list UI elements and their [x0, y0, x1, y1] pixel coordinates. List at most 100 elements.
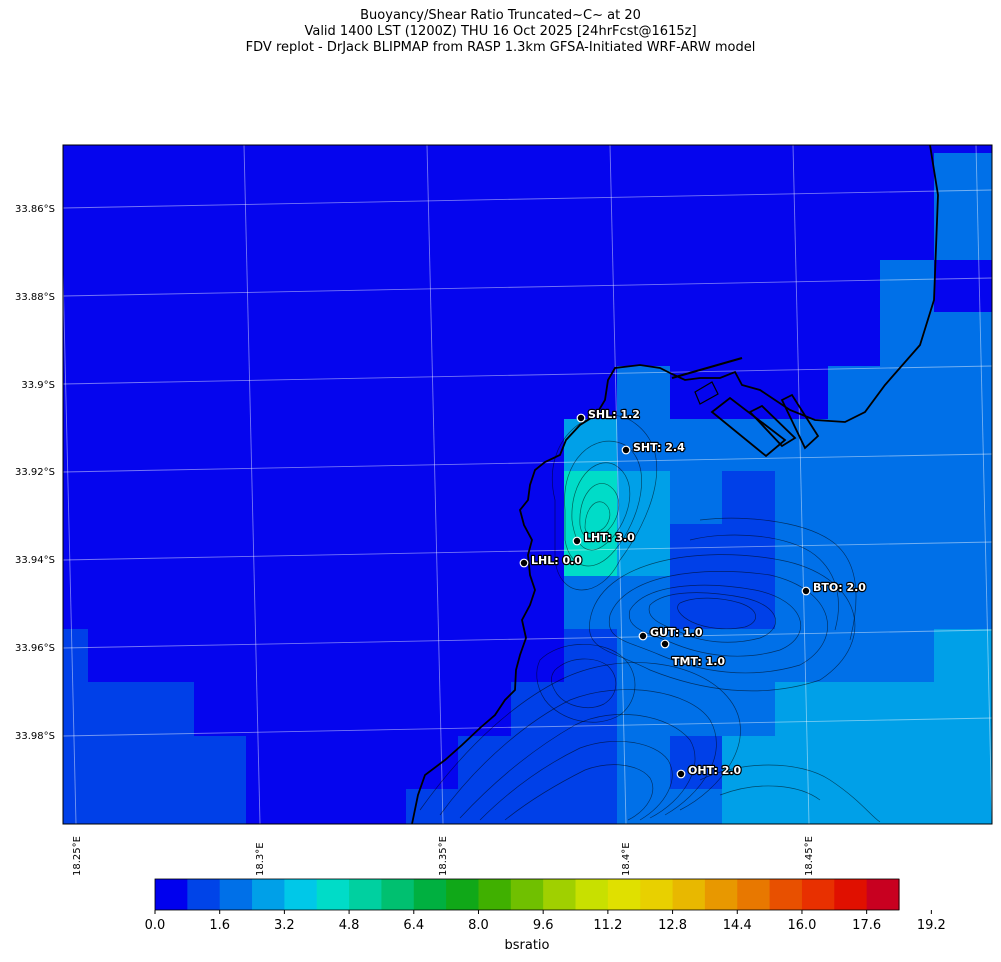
colorbar-swatch — [575, 879, 609, 910]
station-label-oht: OHT: 2.0 — [688, 764, 742, 777]
lat-label: 33.86°S — [15, 204, 55, 215]
colorbar-swatch — [316, 879, 350, 910]
field-cell — [406, 789, 564, 824]
colorbar-swatch — [640, 879, 674, 910]
lon-label: 18.35°E — [438, 836, 449, 876]
breakwater — [671, 356, 743, 380]
colorbar-swatch — [187, 879, 221, 910]
model-info-line: FDV replot - DrJack BLIPMAP from RASP 1.… — [245, 40, 756, 55]
colorbar-label: bsratio — [505, 938, 550, 953]
field-cell — [775, 682, 992, 736]
station-marker-lhl[interactable] — [519, 558, 529, 568]
colorbar-swatch — [769, 879, 803, 910]
field-cell — [617, 629, 722, 682]
map-frame — [62, 144, 993, 825]
colorbar-tick-label: 8.0 — [468, 918, 489, 933]
lon-line — [975, 145, 992, 824]
field-cell — [564, 736, 617, 824]
valid-time-line: Valid 1400 LST (1200Z) THU 16 Oct 2025 [… — [304, 24, 697, 39]
lat-label: 33.96°S — [15, 643, 55, 654]
terrain-contours — [419, 414, 881, 823]
colorbar-swatch — [478, 879, 512, 910]
colorbar-swatch — [607, 879, 641, 910]
colorbar-frame — [154, 878, 900, 911]
station-marker-sht[interactable] — [621, 445, 631, 455]
field-cell — [670, 524, 722, 629]
field-cell — [934, 312, 992, 366]
lon-line — [426, 145, 444, 824]
field-cell — [63, 629, 88, 682]
colorbar-swatch — [510, 879, 544, 910]
lat-line — [63, 541, 992, 561]
harbour-basin — [748, 404, 797, 448]
field-cell — [880, 260, 934, 366]
lon-line — [792, 145, 810, 824]
station-label-bto: BTO: 2.0 — [813, 581, 866, 594]
station-label-gut: GUT: 1.0 — [650, 626, 703, 639]
lat-line — [63, 717, 992, 737]
lon-line — [609, 145, 627, 824]
coastline — [411, 145, 939, 824]
colorbar-tick-label: 11.2 — [593, 918, 622, 933]
field-cell — [511, 682, 617, 736]
colorbar-swatch — [349, 879, 383, 910]
lon-label: 18.25°E — [72, 836, 83, 876]
colorbar-tick-label: 17.6 — [852, 918, 881, 933]
lon-line — [243, 145, 261, 824]
lon-label: 18.3°E — [255, 842, 266, 876]
field-cell — [63, 736, 246, 824]
colorbar-tick-label: 4.8 — [339, 918, 360, 933]
colorbar — [155, 879, 900, 910]
station-label-lhl: LHL: 0.0 — [531, 554, 582, 567]
colorbar-swatch — [446, 879, 480, 910]
field-cell — [458, 736, 564, 789]
lat-label: 33.94°S — [15, 555, 55, 566]
lon-label: 18.4°E — [621, 842, 632, 876]
latitude-labels: 33.86°S 33.88°S 33.9°S 33.92°S 33.94°S 3… — [15, 204, 55, 742]
station-marker-shl[interactable] — [576, 413, 586, 423]
lat-label: 33.98°S — [15, 731, 55, 742]
graticule — [63, 145, 992, 824]
field-cell — [564, 419, 617, 471]
field-cell — [63, 682, 194, 736]
field-cell — [722, 736, 992, 824]
lat-line — [63, 365, 992, 385]
colorbar-swatch — [866, 879, 900, 910]
field-cell — [617, 471, 670, 576]
colorbar-swatch — [413, 879, 447, 910]
colorbar-swatch — [381, 879, 415, 910]
station-label-tmt: TMT: 1.0 — [672, 655, 725, 668]
colorbar-tick-label: 3.2 — [274, 918, 295, 933]
harbour-basin — [694, 381, 719, 405]
map-title: Buoyancy/Shear Ratio Truncated~C~ at 20 — [360, 8, 641, 23]
lat-line — [63, 189, 992, 209]
colorbar-tick-label: 0.0 — [145, 918, 166, 933]
lat-label: 33.9°S — [21, 380, 55, 391]
lon-line — [63, 253, 77, 824]
field-cell — [617, 366, 670, 419]
station-marker-lht[interactable] — [572, 536, 582, 546]
colorbar-swatch — [672, 879, 706, 910]
field-cell — [722, 629, 934, 682]
colorbar-swatch — [252, 879, 285, 910]
station-marker-gut[interactable] — [638, 631, 648, 641]
station-marker-oht[interactable] — [676, 769, 686, 779]
colorbar-swatch — [834, 879, 868, 910]
field-cell — [670, 736, 722, 789]
colorbar-tick-label: 6.4 — [403, 918, 424, 933]
lat-label: 33.92°S — [15, 467, 55, 478]
colorbar-swatch — [284, 879, 318, 910]
station-label-shl: SHL: 1.2 — [588, 408, 640, 421]
harbour-basin — [710, 396, 787, 458]
lat-line — [63, 453, 992, 473]
colorbar-tick-label: 12.8 — [658, 918, 687, 933]
station-label-sht: SHT: 2.4 — [633, 441, 685, 454]
map-area: SHL: 1.2 SHT: 2.4 LHT: 3.0 LHL: 0.0 BTO:… — [63, 145, 992, 824]
colorbar-tick-label: 1.6 — [209, 918, 230, 933]
station-marker-bto[interactable] — [801, 586, 811, 596]
station-marker-tmt[interactable] — [660, 639, 670, 649]
colorbar-swatch — [801, 879, 835, 910]
colorbar-ticks: 0.0 1.6 3.2 4.8 6.4 8.0 9.6 11.2 12.8 14.4 16.0 17.… — [145, 910, 946, 933]
station-label-lht: LHT: 3.0 — [584, 531, 635, 544]
